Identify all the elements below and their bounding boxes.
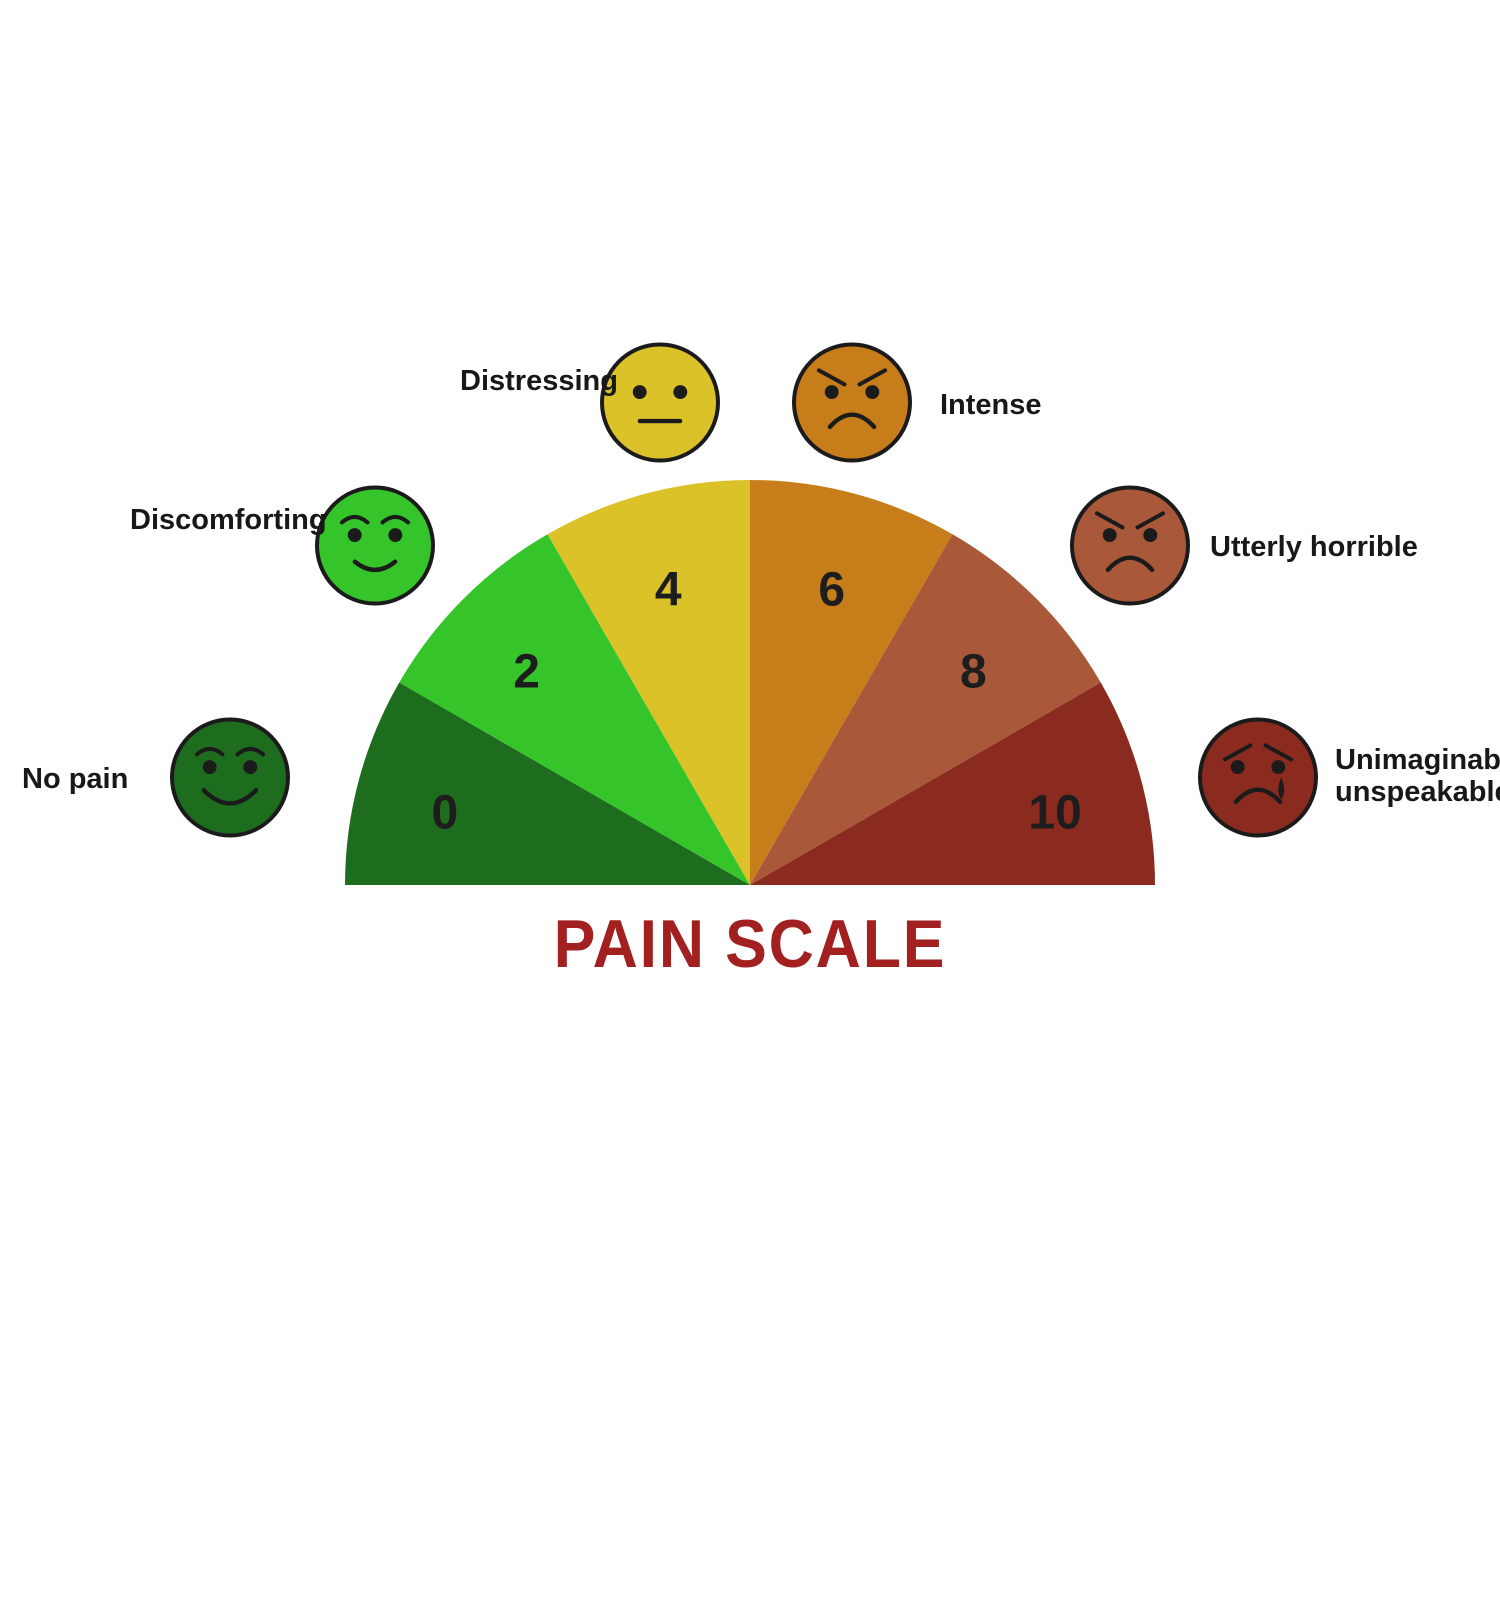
face-label-unimaginable: Unimaginable unspeakable (1335, 745, 1500, 809)
chart-title: PAIN SCALE (60, 905, 1440, 983)
face-label-distressing: Distressing (460, 366, 618, 398)
gauge-number-8: 8 (960, 644, 987, 699)
gauge-number-0: 0 (432, 786, 459, 841)
gauge-number-10: 10 (1028, 786, 1081, 841)
face-label-no-pain: No pain (22, 764, 128, 796)
face-label-discomforting: Discomforting (130, 505, 327, 537)
face-label-intense: Intense (940, 390, 1042, 422)
gauge-number-2: 2 (513, 644, 540, 699)
pain-gauge (0, 0, 1500, 1600)
face-label-utterly-horrible: Utterly horrible (1210, 532, 1418, 564)
gauge-number-4: 4 (655, 562, 682, 617)
gauge-number-6: 6 (818, 562, 845, 617)
